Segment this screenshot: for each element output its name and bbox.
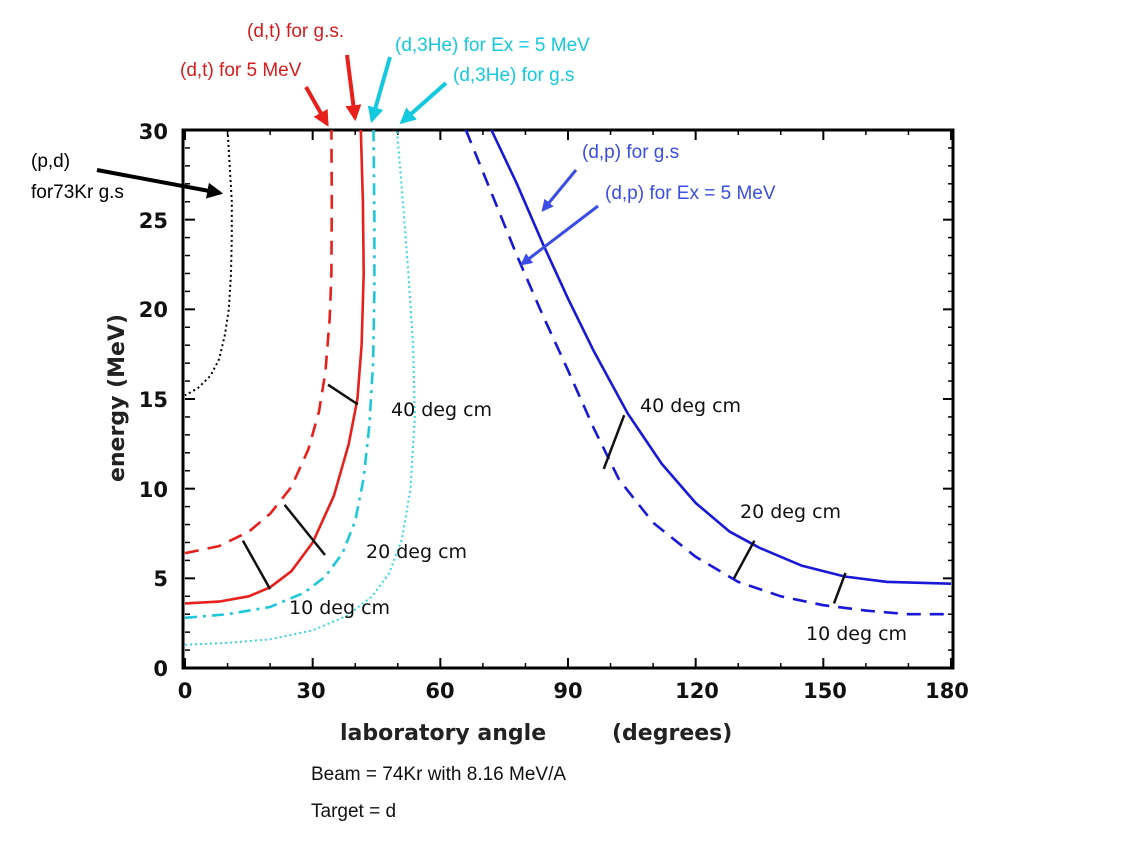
arrow-pd [96, 168, 224, 199]
caption-beam: Beam = 74Kr with 8.16 MeV/A [311, 764, 567, 785]
arrow-dp-ex5 [520, 204, 599, 266]
cm-marker-line [283, 504, 326, 556]
y-tick-label-20: 20 [139, 298, 168, 322]
x-tick-label-120: 120 [675, 679, 719, 703]
annotation-pd-kr: for73Kr g.s [31, 182, 124, 203]
cm-label-dp-10: 10 deg cm [806, 623, 907, 645]
cm-marker-line [241, 540, 272, 590]
cm-markers [241, 383, 847, 604]
cm-label-dt-40: 40 deg cm [391, 399, 492, 421]
x-axis-units: (degrees) [612, 721, 732, 746]
x-axis-label: laboratory angle [340, 721, 546, 746]
cm-label-dt-20: 20 deg cm [366, 541, 467, 563]
annotation-dt-5mev: (d,t) for 5 MeV [180, 60, 302, 81]
annotation-dp-gs: (d,p) for g.s [582, 142, 679, 163]
x-tick-label-30: 30 [296, 679, 325, 703]
series-dt-5mev [184, 129, 334, 555]
x-tick-label-60: 60 [425, 679, 454, 703]
x-tick-label-150: 150 [803, 679, 847, 703]
x-tick-label-90: 90 [553, 679, 582, 703]
cm-marker-line [832, 572, 847, 604]
caption-target: Target = d [311, 801, 397, 822]
series-group [184, 129, 952, 646]
cm-label-dp-40: 40 deg cm [640, 395, 741, 417]
annotation-dt-gs: (d,t) for g.s. [247, 21, 344, 42]
arrow-dt-5mev [304, 86, 329, 127]
y-tick-label-15: 15 [139, 388, 168, 412]
series-d3he-gs [184, 129, 416, 646]
series-pd-gs [184, 129, 233, 397]
y-tick-label-0: 0 [153, 657, 168, 681]
y-axis-label: energy (MeV) [105, 314, 130, 482]
axis-ticks [184, 129, 953, 669]
annotation-d3he-ex5: (d,3He) for Ex = 5 MeV [395, 35, 590, 56]
arrow-d3he-gs [399, 81, 448, 125]
annotation-dp-ex5: (d,p) for Ex = 5 MeV [605, 183, 776, 204]
arrow-dt-gs [345, 54, 362, 122]
series-d3he-ex5 [184, 129, 376, 620]
cm-label-dt-10: 10 deg cm [289, 597, 390, 619]
y-tick-label-5: 5 [153, 567, 168, 591]
arrow-d3he-ex5 [367, 56, 392, 124]
series-dt-gs [184, 129, 366, 605]
plot-frame [181, 128, 955, 670]
series-dp-ex5 [464, 129, 951, 616]
series-dp-gs [490, 129, 952, 585]
y-tick-label-25: 25 [139, 209, 168, 233]
y-tick-label-10: 10 [139, 478, 168, 502]
annotation-d3he-gs: (d,3He) for g.s [453, 65, 574, 86]
arrow-dp-gs [541, 169, 578, 212]
cm-marker-line [602, 414, 626, 470]
x-tick-label-0: 0 [178, 679, 193, 703]
x-tick-label-180: 180 [925, 679, 969, 703]
y-tick-label-30: 30 [139, 120, 168, 144]
cm-marker-line [732, 540, 756, 579]
cm-label-dp-20: 20 deg cm [740, 501, 841, 523]
cm-marker-line [327, 383, 359, 406]
annotation-pd: (p,d) [31, 151, 70, 172]
